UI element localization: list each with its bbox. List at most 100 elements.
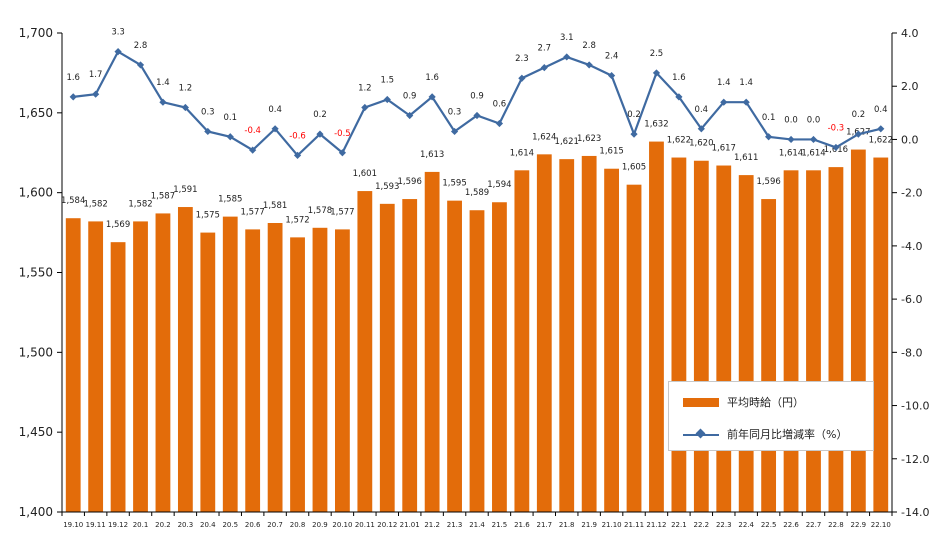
line-value-label: 0.6 xyxy=(493,99,507,109)
y-right-tick-label: -2.0 xyxy=(901,187,922,200)
bar-value-label: 1,584 xyxy=(61,196,85,206)
line-value-label: -0.4 xyxy=(244,126,261,136)
y-right-tick-label: -8.0 xyxy=(901,346,922,359)
x-tick-label: 19.11 xyxy=(86,521,106,529)
bar xyxy=(761,199,777,512)
line-value-label: 0.2 xyxy=(627,110,641,120)
line-point-marker xyxy=(652,69,661,77)
bar-value-label: 1,605 xyxy=(622,163,646,173)
bar-value-label: 1,624 xyxy=(532,132,556,142)
line-series-path xyxy=(73,50,882,158)
line-value-label: 0.4 xyxy=(268,105,282,115)
bar xyxy=(626,184,642,512)
y-right-tick-label: 0.0 xyxy=(901,133,919,146)
line-value-label: -0.6 xyxy=(289,131,306,141)
x-tick-label: 21.01 xyxy=(400,521,420,529)
bar xyxy=(379,203,395,513)
x-tick-label: 21.12 xyxy=(646,521,666,529)
line-value-label: 0.4 xyxy=(874,105,888,115)
legend-line-label: 前年同月比増減率（%） xyxy=(727,428,848,441)
x-tick-label: 20.11 xyxy=(355,521,375,529)
bar xyxy=(514,170,530,512)
legend-line-swatch xyxy=(683,428,719,439)
x-tick-label: 22.8 xyxy=(828,521,844,529)
line-value-label: 2.3 xyxy=(515,54,529,64)
x-tick-label: 21.3 xyxy=(447,521,463,529)
line-point-marker xyxy=(585,61,593,69)
line-point-marker xyxy=(249,146,257,154)
x-tick-label: 22.1 xyxy=(671,521,687,529)
x-tick-label: 22.6 xyxy=(783,521,799,529)
bar xyxy=(402,199,418,512)
bar-value-label: 1,615 xyxy=(599,147,623,157)
x-tick-label: 20.8 xyxy=(290,521,306,529)
bar xyxy=(828,167,844,512)
x-tick-label: 22.4 xyxy=(738,521,754,529)
line-point-marker xyxy=(540,63,548,72)
line-value-label: 1.4 xyxy=(156,78,170,88)
x-tick-label: 20.1 xyxy=(133,521,149,529)
bar-value-label: 1,601 xyxy=(353,169,377,179)
line-point-marker xyxy=(361,103,369,112)
bar xyxy=(88,221,104,512)
line-point-marker xyxy=(518,74,526,82)
y-right-tick-label: -6.0 xyxy=(901,293,922,306)
x-tick-label: 21.9 xyxy=(581,521,597,529)
x-tick-label: 20.12 xyxy=(377,521,397,529)
bar-value-label: 1,582 xyxy=(128,199,152,209)
line-point-marker xyxy=(383,95,391,104)
x-tick-label: 22.3 xyxy=(716,521,732,529)
bar-value-label: 1,622 xyxy=(869,136,893,146)
bar xyxy=(604,168,619,512)
bar-value-label: 1,617 xyxy=(712,144,736,154)
bar-value-label: 1,585 xyxy=(218,195,242,205)
y-right-tick-label: 2.0 xyxy=(901,80,919,93)
bar xyxy=(671,157,687,513)
y-left-tick-label: 1,600 xyxy=(19,186,53,200)
line-point-marker xyxy=(809,135,818,144)
x-tick-label: 22.5 xyxy=(761,521,777,529)
bar xyxy=(783,170,799,512)
line-value-label: 0.4 xyxy=(695,105,709,115)
x-tick-label: 20.3 xyxy=(178,521,194,529)
line-point-marker xyxy=(159,98,167,106)
line-value-label: 0.2 xyxy=(852,110,866,120)
legend-item-line: 前年同月比増減率（%） xyxy=(683,426,847,442)
line-value-label: 2.8 xyxy=(134,41,148,51)
line-value-label: 1.6 xyxy=(425,73,439,83)
bar-value-label: 1,596 xyxy=(398,177,422,187)
line-value-label: -0.3 xyxy=(828,123,845,133)
line-point-marker xyxy=(69,93,77,101)
y-right-tick-label: -4.0 xyxy=(901,240,922,253)
bar-value-label: 1,587 xyxy=(151,191,175,201)
bar xyxy=(335,229,350,512)
line-value-label: 1.2 xyxy=(179,84,193,94)
x-tick-label: 21.8 xyxy=(559,521,575,529)
bar-value-label: 1,614 xyxy=(779,148,803,158)
line-point-marker xyxy=(450,127,459,136)
line-point-marker xyxy=(338,149,347,157)
bar-value-label: 1,593 xyxy=(375,182,399,192)
bar xyxy=(155,213,171,512)
bar-value-label: 1,577 xyxy=(241,207,265,217)
bar-value-label: 1,595 xyxy=(442,179,466,189)
legend-bar-label: 平均時給（円） xyxy=(727,396,804,409)
bar xyxy=(492,202,507,512)
bar-value-label: 1,622 xyxy=(667,136,691,146)
line-point-marker xyxy=(495,119,504,128)
line-value-label: 1.4 xyxy=(717,78,731,88)
y-right-tick-label: -14.0 xyxy=(901,506,929,519)
line-value-label: 2.5 xyxy=(650,49,664,59)
chart-legend: 平均時給（円） 前年同月比増減率（%） xyxy=(668,381,874,451)
bar xyxy=(267,223,283,512)
bar xyxy=(447,200,462,512)
x-tick-label: 22.9 xyxy=(851,521,867,529)
bar-value-label: 1,614 xyxy=(801,148,825,158)
bar xyxy=(290,237,305,512)
x-tick-label: 21.5 xyxy=(492,521,508,529)
bar-value-label: 1,582 xyxy=(83,199,107,209)
line-value-label: 0.9 xyxy=(470,91,484,101)
line-point-marker xyxy=(271,125,279,133)
x-tick-label: 20.7 xyxy=(267,521,283,529)
